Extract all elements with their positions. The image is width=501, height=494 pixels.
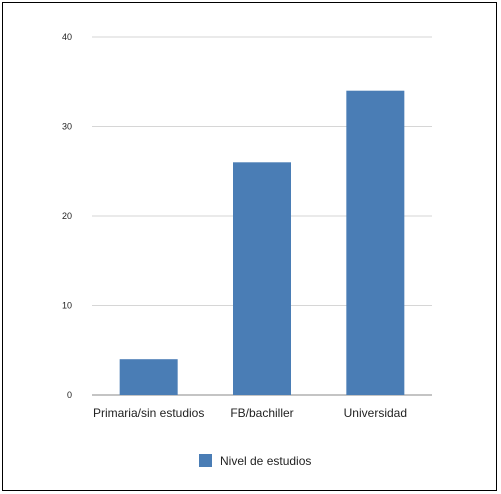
x-category-label: FB/bachiller — [230, 406, 293, 420]
bar — [346, 90, 405, 395]
legend: Nivel de estudios — [199, 454, 311, 468]
y-axis-ticks: 0 10 20 30 40 — [62, 32, 72, 400]
y-tick-label: 30 — [62, 122, 72, 132]
y-tick-label: 10 — [62, 301, 72, 311]
bar — [119, 359, 178, 395]
y-tick-label: 40 — [62, 32, 72, 42]
legend-label: Nivel de estudios — [220, 454, 311, 468]
x-axis-labels: Primaria/sin estudios FB/bachiller Univers… — [93, 406, 407, 420]
y-tick-label: 0 — [67, 390, 72, 400]
legend-swatch — [199, 454, 212, 467]
x-category-label: Universidad — [344, 406, 407, 420]
y-tick-label: 20 — [62, 211, 72, 221]
bar — [233, 162, 291, 395]
bars — [119, 90, 405, 395]
x-category-label: Primaria/sin estudios — [93, 406, 204, 420]
